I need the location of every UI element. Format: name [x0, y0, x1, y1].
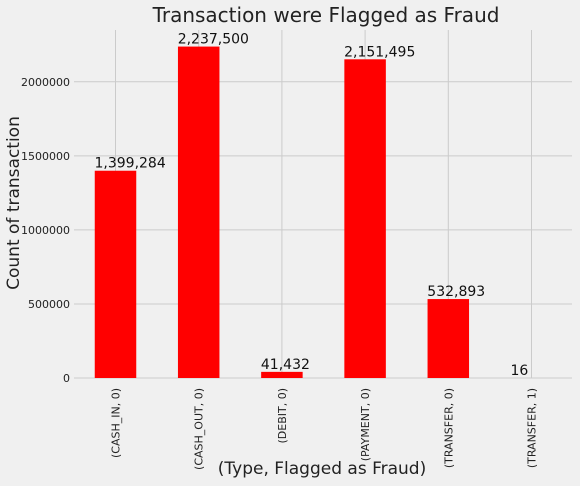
data-label: 532,893	[427, 284, 485, 300]
y-tick-label: 1000000	[21, 224, 70, 237]
y-tick-label: 500000	[28, 298, 70, 311]
x-tick-label: (DEBIT, 0)	[276, 388, 289, 444]
x-tick-label: (CASH_OUT, 0)	[193, 388, 206, 470]
bar	[427, 299, 470, 378]
x-tick-label: (PAYMENT, 0)	[359, 388, 372, 461]
x-axis-label: (Type, Flagged as Fraud)	[218, 459, 426, 479]
bars	[94, 46, 553, 378]
bar	[177, 46, 220, 378]
bar	[94, 170, 137, 378]
x-tick-label: (TRANSFER, 0)	[442, 388, 455, 468]
data-label: 2,237,500	[178, 32, 249, 48]
data-label: 2,151,495	[344, 44, 415, 60]
chart-title: Transaction were Flagged as Fraud	[152, 3, 500, 27]
y-tick-label: 2000000	[21, 76, 70, 89]
x-tick-label: (CASH_IN, 0)	[110, 388, 123, 458]
data-label: 41,432	[261, 357, 310, 373]
y-axis-label: Count of transaction	[4, 116, 24, 290]
x-axis-ticks: (CASH_IN, 0) (CASH_OUT, 0) (DEBIT, 0) (PAYM…	[110, 388, 539, 470]
data-labels: 1,399,284 2,237,500 41,432 2,151,495 532,893…	[95, 32, 529, 379]
data-label: 1,399,284	[95, 156, 166, 172]
y-axis-ticks: 0 500000 1000000 1500000 2000000	[21, 76, 70, 385]
data-label: 16	[511, 363, 529, 379]
bar	[344, 59, 386, 378]
y-tick-label: 0	[63, 372, 70, 385]
x-tick-label: (TRANSFER, 1)	[526, 388, 539, 468]
grid	[74, 30, 572, 379]
y-tick-label: 1500000	[21, 150, 70, 163]
bar	[261, 371, 303, 378]
